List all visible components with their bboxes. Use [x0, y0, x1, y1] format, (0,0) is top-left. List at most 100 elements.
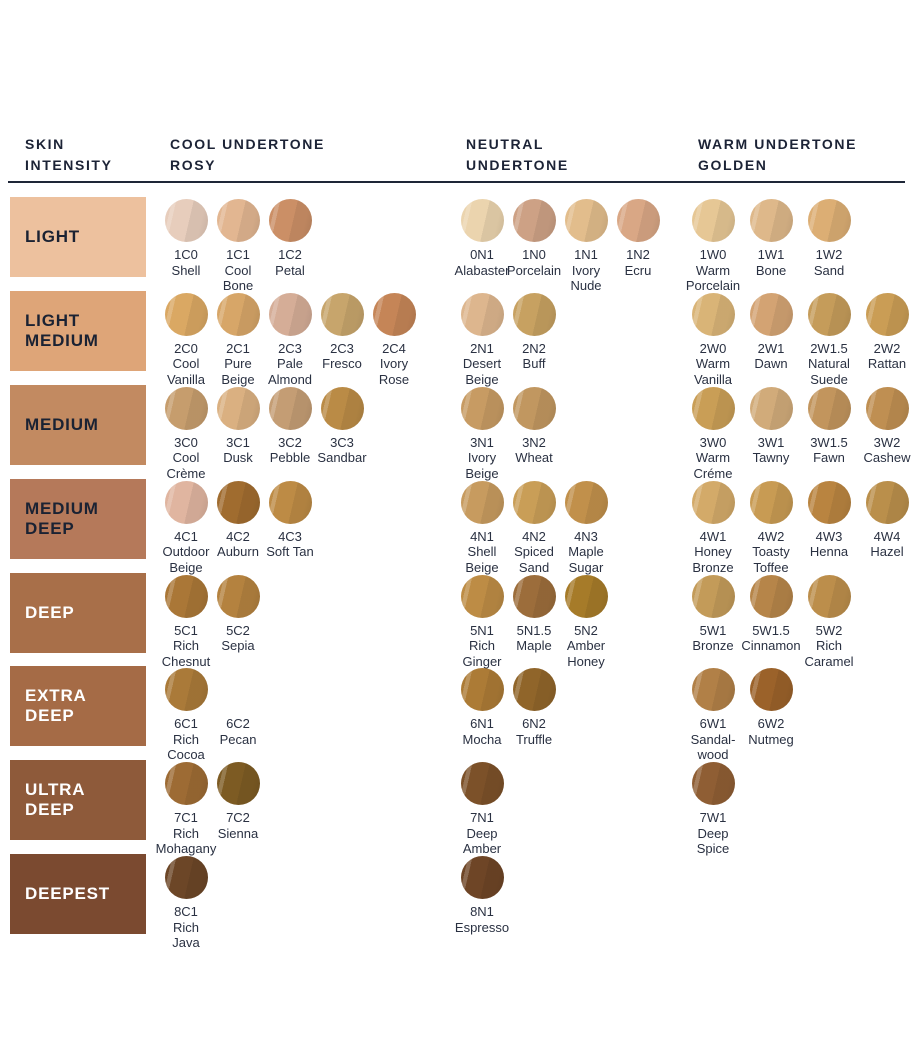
shade-swatch	[164, 762, 208, 806]
shade-code: 2C3	[330, 340, 354, 356]
shade-code: 5C1	[174, 622, 198, 638]
shade-name: Toasty Toffee	[752, 544, 790, 575]
shade-swatch	[164, 574, 208, 618]
shade-name: Dawn	[754, 356, 788, 372]
shade-swatch	[512, 574, 556, 618]
shade-name: Cool Bone	[222, 262, 254, 294]
shade-code: 6C2	[226, 716, 250, 732]
shade-cell: 5C2 Sepia	[212, 574, 264, 654]
shade-code: 6W2	[757, 716, 785, 732]
shade-cell: 1W2 Sand	[800, 199, 858, 278]
shade-name: Truffle	[515, 731, 553, 747]
shade-name: Warm Porcelain	[685, 262, 741, 294]
intensity-label: LIGHT MEDIUM	[25, 310, 99, 350]
shade-cell: 2W1.5 Natural Suede	[800, 292, 858, 388]
section-warm: 3W0 Warm Créme 3W1 Tawny 3W1.5 Fawn 3W2 …	[684, 386, 916, 482]
shade-cell: 5W1 Bronze	[684, 574, 742, 654]
intensity-row: DEEP 5C1 Rich Chesnut 5C2 Sepia 5N1 Rich…	[0, 572, 922, 670]
shade-code: 3C0	[174, 434, 198, 450]
shade-code: 4W1	[699, 528, 727, 544]
shade-cell: 7W1 Deep Spice	[684, 762, 742, 857]
section-warm: 6W1 Sandal-wood 6W2 Nutmeg	[684, 668, 800, 763]
shade-cell: 1N0 Porcelain	[507, 199, 561, 278]
shade-code: 0N1	[470, 247, 494, 262]
shade-cell: 3W0 Warm Créme	[684, 386, 742, 482]
shade-name: Pure Beige	[221, 356, 255, 387]
shade-cell: 1C2 Petal	[264, 199, 316, 278]
shade-cell: 2C0 Cool Vanilla	[160, 292, 212, 388]
section-neutral: 5N1 Rich Ginger 5N1.5 Maple 5N2 Amber Ho…	[456, 574, 612, 670]
section-neutral: 3N1 Ivory Beige 3N2 Wheat	[456, 386, 560, 482]
shade-code: 1N0	[522, 247, 546, 262]
shade-swatch	[164, 668, 208, 712]
shade-name: Espresso	[454, 919, 510, 935]
shade-name: Dusk	[223, 450, 253, 466]
shade-cell: 2W1 Dawn	[742, 292, 800, 372]
section-neutral: 7N1 Deep Amber	[456, 762, 508, 857]
shade-cell: 4N2 Spiced Sand	[508, 480, 560, 576]
shade-code: 3W0	[699, 434, 727, 450]
section-cool: 4C1 Outdoor Beige 4C2 Auburn 4C3 Soft Ta…	[160, 480, 316, 576]
intensity-block: EXTRA DEEP	[10, 666, 146, 747]
shade-cell: 4C3 Soft Tan	[264, 480, 316, 560]
section-cool: 8C1 Rich Java	[160, 856, 212, 951]
shade-code: 3W2	[873, 434, 901, 450]
shade-swatch	[865, 292, 909, 336]
shade-code: 6N1	[470, 716, 494, 732]
intensity-block: LIGHT	[10, 197, 146, 277]
shade-cell: 2C1 Pure Beige	[212, 292, 264, 388]
intensity-row: ULTRA DEEP 7C1 Rich Mohagany 7C2 Sienna …	[0, 760, 922, 857]
shade-code: 1W1	[757, 247, 785, 262]
shade-swatch	[460, 386, 504, 430]
shade-code: 1N2	[626, 247, 650, 262]
intensity-block: MEDIUM	[10, 384, 146, 465]
shade-swatch	[164, 386, 208, 430]
shade-cell: 5C1 Rich Chesnut	[160, 574, 212, 670]
shade-swatch	[691, 762, 735, 806]
section-warm: 7W1 Deep Spice	[684, 762, 742, 857]
intensity-block: ULTRA DEEP	[10, 760, 146, 841]
shade-cell: 2C4 Ivory Rose	[368, 292, 420, 388]
shade-cell: 5N1 Rich Ginger	[456, 574, 508, 670]
shade-name: Warm Vanilla	[693, 356, 733, 387]
shade-cell: 4W2 Toasty Toffee	[742, 480, 800, 576]
intensity-row: MEDIUM DEEP 4C1 Outdoor Beige 4C2 Auburn…	[0, 478, 922, 576]
section-neutral: 4N1 Shell Beige 4N2 Spiced Sand 4N3 Mapl…	[456, 480, 612, 576]
shade-cell: 4N1 Shell Beige	[456, 480, 508, 576]
shade-cell: 4C1 Outdoor Beige	[160, 480, 212, 576]
shade-name: Henna	[809, 544, 849, 560]
shade-swatch	[460, 480, 504, 524]
shade-name: Spiced Sand	[514, 544, 554, 575]
shade-cell: 5N2 Amber Honey	[560, 574, 612, 670]
shade-swatch	[268, 199, 312, 242]
shade-code: 7N1	[470, 810, 494, 826]
header-warm-undertone: WARM UNDERTONE GOLDEN	[698, 136, 858, 173]
shade-name: Outdoor Beige	[162, 544, 210, 575]
shade-name: Fawn	[813, 450, 845, 466]
shade-cell: 6W2 Nutmeg	[742, 668, 800, 747]
section-warm: 4W1 Honey Bronze 4W2 Toasty Toffee 4W3 H…	[684, 480, 916, 576]
shade-name: Tawny	[752, 450, 790, 466]
shade-cell: 4N3 Maple Sugar	[560, 480, 612, 576]
section-cool: 1C0 Shell 1C1 Cool Bone 1C2 Petal	[160, 199, 316, 294]
shade-code: 2N1	[470, 340, 494, 356]
shade-name: Maple	[516, 638, 552, 654]
intensity-label: ULTRA DEEP	[25, 780, 86, 820]
intensity-label: DEEP	[25, 602, 75, 622]
shade-swatch	[865, 480, 909, 524]
shade-code: 4N1	[470, 528, 494, 544]
intensity-row: MEDIUM 3C0 Cool Crème 3C1 Dusk 3C2 Pebbl…	[0, 384, 922, 482]
shade-code: 2C0	[174, 340, 198, 356]
shade-name: Deep Spice	[696, 825, 730, 857]
shade-code: 6W1	[699, 716, 727, 732]
shade-cell: 4W1 Honey Bronze	[684, 480, 742, 576]
shade-name: Bone	[755, 262, 787, 278]
section-neutral: 0N1 Alabaster 1N0 Porcelain 1N1 Ivory Nu…	[455, 199, 664, 294]
shade-cell: 4C2 Auburn	[212, 480, 264, 560]
shade-code: 5W1.5	[752, 622, 790, 638]
shade-swatch	[807, 386, 851, 430]
shade-code: 5C2	[226, 622, 250, 638]
section-warm: 5W1 Bronze 5W1.5 Cinnamon 5W2 Rich Caram…	[684, 574, 858, 670]
shade-swatch	[691, 292, 735, 336]
shade-cell: 3W2 Cashew	[858, 386, 916, 466]
